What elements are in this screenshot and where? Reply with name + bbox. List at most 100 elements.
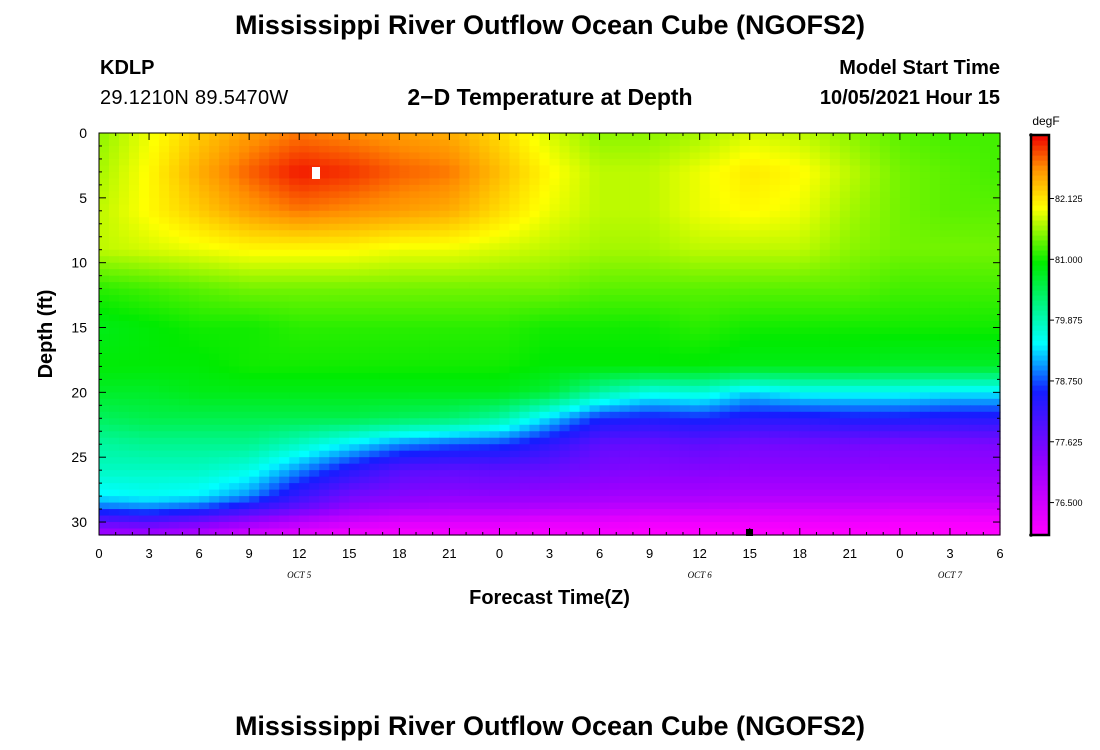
heatmap-cell	[679, 282, 691, 290]
heatmap-cell	[849, 463, 861, 471]
heatmap-cell	[579, 346, 591, 355]
heatmap-cell	[259, 405, 270, 413]
heatmap-cell	[809, 295, 821, 303]
heatmap-cell	[299, 379, 310, 387]
heatmap-cell	[979, 321, 991, 329]
heatmap-cell	[619, 327, 631, 335]
heatmap-cell	[259, 217, 270, 225]
heatmap-cell	[949, 437, 961, 445]
heatmap-cell	[159, 275, 170, 283]
heatmap-cell	[809, 405, 821, 413]
heatmap-cell	[979, 463, 991, 471]
heatmap-cell	[239, 321, 250, 329]
heatmap-cell	[299, 353, 310, 361]
heatmap-cell	[949, 275, 961, 283]
heatmap-cell	[859, 483, 871, 491]
heatmap-cell	[529, 385, 541, 393]
heatmap-cell	[329, 145, 340, 154]
heatmap-cell	[119, 444, 130, 452]
heatmap-cell	[929, 470, 941, 478]
heatmap-cell	[409, 483, 420, 491]
heatmap-cell	[159, 249, 170, 257]
heatmap-cell	[969, 133, 981, 141]
heatmap-cell	[449, 418, 460, 426]
heatmap-cell	[179, 269, 190, 277]
heatmap-cell	[799, 457, 811, 465]
heatmap-cell	[259, 158, 270, 167]
heatmap-cell	[769, 340, 781, 348]
heatmap-cell	[359, 450, 370, 458]
heatmap-cell	[159, 133, 170, 141]
heatmap-cell	[589, 191, 601, 199]
heatmap-cell	[779, 372, 791, 380]
heatmap-cell	[149, 457, 160, 465]
heatmap-cell	[599, 178, 611, 186]
heatmap-cell	[639, 139, 651, 147]
heatmap-cell	[229, 243, 240, 251]
heatmap-cell	[729, 210, 741, 218]
heatmap-cell	[649, 223, 661, 231]
heatmap-cell	[839, 463, 851, 471]
heatmap-cell	[489, 334, 501, 342]
heatmap-cell	[949, 463, 961, 471]
heatmap-cell	[809, 275, 821, 283]
heatmap-cell	[189, 282, 200, 290]
heatmap-cell	[109, 334, 120, 342]
heatmap-cell	[209, 223, 220, 231]
heatmap-cell	[659, 171, 671, 179]
heatmap-cell	[879, 431, 891, 439]
heatmap-cell	[149, 282, 160, 290]
heatmap-cell	[549, 398, 561, 406]
heatmap-cell	[989, 178, 1001, 186]
heatmap-cell	[269, 165, 280, 173]
heatmap-cell	[669, 372, 681, 380]
heatmap-cell	[479, 334, 491, 342]
heatmap-cell	[199, 321, 210, 329]
heatmap-cell	[389, 372, 400, 380]
heatmap-cell	[829, 372, 841, 380]
heatmap-cell	[669, 301, 681, 309]
heatmap-cell	[889, 353, 901, 361]
heatmap-cell	[119, 340, 130, 348]
heatmap-cell	[859, 457, 871, 465]
heatmap-cell	[359, 145, 370, 154]
heatmap-cell	[229, 418, 240, 426]
heatmap-cell	[949, 178, 961, 186]
heatmap-cell	[799, 327, 811, 335]
heatmap-cell	[669, 346, 681, 355]
heatmap-cell	[529, 145, 541, 154]
heatmap-cell	[389, 398, 400, 406]
heatmap-cell	[549, 243, 561, 251]
heatmap-cell	[419, 314, 430, 322]
heatmap-cell	[359, 133, 370, 141]
heatmap-cell	[479, 327, 491, 335]
heatmap-cell	[729, 424, 741, 432]
heatmap-cell	[789, 450, 801, 458]
heatmap-cell	[509, 223, 521, 231]
heatmap-cell	[439, 301, 450, 309]
heatmap-cell	[119, 405, 130, 413]
heatmap-cell	[569, 165, 581, 173]
heatmap-cell	[889, 282, 901, 290]
heatmap-cell	[749, 444, 761, 452]
heatmap-cell	[949, 282, 961, 290]
heatmap-cell	[879, 217, 891, 225]
heatmap-cell	[159, 165, 170, 173]
heatmap-cell	[389, 437, 400, 445]
heatmap-cell	[439, 217, 450, 225]
heatmap-cell	[189, 249, 200, 257]
heatmap-cell	[959, 379, 971, 387]
heatmap-cell	[219, 295, 230, 303]
heatmap-cell	[629, 152, 641, 160]
heatmap-cell	[459, 184, 471, 192]
heatmap-cell	[859, 334, 871, 342]
heatmap-cell	[119, 152, 130, 160]
heatmap-cell	[709, 321, 721, 329]
heatmap-cell	[309, 223, 320, 231]
heatmap-cell	[539, 171, 551, 179]
heatmap-cell	[649, 295, 661, 303]
heatmap-cell	[369, 489, 380, 497]
heatmap-cell	[829, 321, 841, 329]
heatmap-cell	[869, 230, 881, 238]
heatmap-cell	[269, 346, 280, 355]
